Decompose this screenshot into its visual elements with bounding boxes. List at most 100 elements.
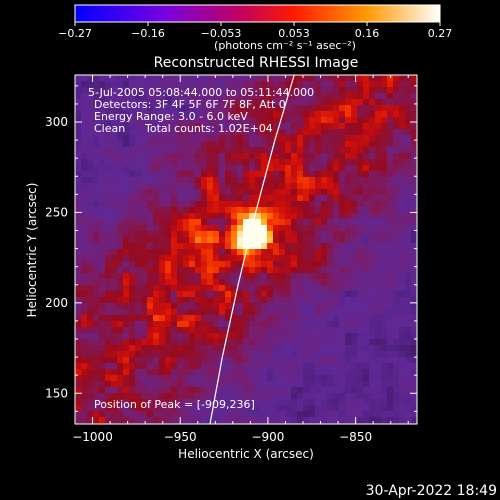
heatmap-cell <box>213 369 220 376</box>
heatmap-cell <box>183 357 190 364</box>
heatmap-cell <box>327 321 334 328</box>
heatmap-cell <box>207 117 214 124</box>
heatmap-cell <box>225 231 232 238</box>
x-tick-label: −900 <box>251 430 284 444</box>
heatmap-cell <box>381 261 388 268</box>
heatmap-cell <box>351 147 358 154</box>
heatmap-cell <box>201 135 208 142</box>
heatmap-cell <box>177 237 184 244</box>
heatmap-cell <box>171 135 178 142</box>
heatmap-cell <box>405 375 412 382</box>
heatmap-cell <box>309 405 316 412</box>
heatmap-cell <box>159 189 166 196</box>
heatmap-cell <box>267 237 274 244</box>
heatmap-cell <box>297 375 304 382</box>
heatmap-cell <box>405 87 412 94</box>
heatmap-cell <box>279 123 286 130</box>
heatmap-cell <box>99 189 106 196</box>
heatmap-cell <box>195 243 202 250</box>
heatmap-cell <box>243 369 250 376</box>
heatmap-cell <box>303 171 310 178</box>
heatmap-cell <box>117 99 124 106</box>
heatmap-cell <box>147 405 154 412</box>
heatmap-cell <box>117 315 124 322</box>
heatmap-cell <box>87 219 94 226</box>
heatmap-cell <box>237 135 244 142</box>
heatmap-cell <box>405 387 412 394</box>
heatmap-cell <box>147 273 154 280</box>
heatmap-cell <box>93 399 100 406</box>
heatmap-cell <box>297 393 304 400</box>
heatmap-cell <box>189 159 196 166</box>
heatmap-cell <box>339 267 346 274</box>
heatmap-cell <box>99 213 106 220</box>
heatmap-cell <box>195 255 202 262</box>
heatmap-cell <box>381 267 388 274</box>
heatmap-cell <box>351 303 358 310</box>
heatmap-cell <box>165 381 172 388</box>
heatmap-cell <box>99 195 106 202</box>
heatmap-cell <box>243 321 250 328</box>
heatmap-cell <box>99 387 106 394</box>
heatmap-cell <box>159 411 166 418</box>
heatmap-cell <box>309 321 316 328</box>
heatmap-cell <box>303 417 310 424</box>
heatmap-cell <box>381 405 388 412</box>
heatmap-cell <box>243 159 250 166</box>
heatmap-cell <box>405 357 412 364</box>
heatmap-cell <box>177 129 184 136</box>
heatmap-cell <box>387 147 394 154</box>
heatmap-cell <box>303 381 310 388</box>
heatmap-cell <box>327 171 334 178</box>
heatmap-cell <box>105 267 112 274</box>
heatmap-cell <box>363 309 370 316</box>
heatmap-cell <box>81 321 88 328</box>
heatmap-cell <box>267 339 274 346</box>
heatmap-cell <box>183 231 190 238</box>
heatmap-cell <box>171 99 178 106</box>
heatmap-cell <box>321 339 328 346</box>
heatmap-cell <box>273 93 280 100</box>
heatmap-cell <box>183 183 190 190</box>
heatmap-cell <box>387 267 394 274</box>
heatmap-cell <box>243 135 250 142</box>
heatmap-cell <box>279 105 286 112</box>
heatmap-cell <box>315 339 322 346</box>
heatmap-cell <box>129 315 136 322</box>
heatmap-cell <box>261 219 268 226</box>
heatmap-cell <box>123 339 130 346</box>
heatmap-cell <box>99 297 106 304</box>
heatmap-cell <box>255 207 262 214</box>
heatmap-cell <box>147 309 154 316</box>
heatmap-cell <box>375 285 382 292</box>
heatmap-cell <box>363 363 370 370</box>
heatmap-cell <box>297 273 304 280</box>
heatmap-cell <box>321 159 328 166</box>
heatmap-cell <box>393 189 400 196</box>
heatmap-cell <box>219 315 226 322</box>
heatmap-cell <box>225 219 232 226</box>
heatmap-cell <box>255 165 262 172</box>
heatmap-cell <box>315 159 322 166</box>
heatmap-cell <box>219 405 226 412</box>
heatmap-cell <box>189 135 196 142</box>
heatmap-cell <box>303 129 310 136</box>
heatmap-cell <box>321 417 328 424</box>
heatmap-cell <box>339 231 346 238</box>
heatmap-cell <box>147 267 154 274</box>
heatmap-cell <box>81 231 88 238</box>
heatmap-cell <box>225 375 232 382</box>
heatmap-cell <box>279 189 286 196</box>
heatmap-cell <box>105 339 112 346</box>
heatmap-cell <box>177 345 184 352</box>
heatmap-cell <box>351 411 358 418</box>
heatmap-cell <box>87 75 94 82</box>
heatmap-cell <box>363 183 370 190</box>
heatmap-cell <box>267 243 274 250</box>
heatmap-cell <box>249 333 256 340</box>
heatmap-cell <box>333 177 340 184</box>
heatmap-cell <box>135 315 142 322</box>
heatmap-cell <box>315 231 322 238</box>
heatmap-cell <box>135 171 142 178</box>
heatmap-cell <box>363 321 370 328</box>
